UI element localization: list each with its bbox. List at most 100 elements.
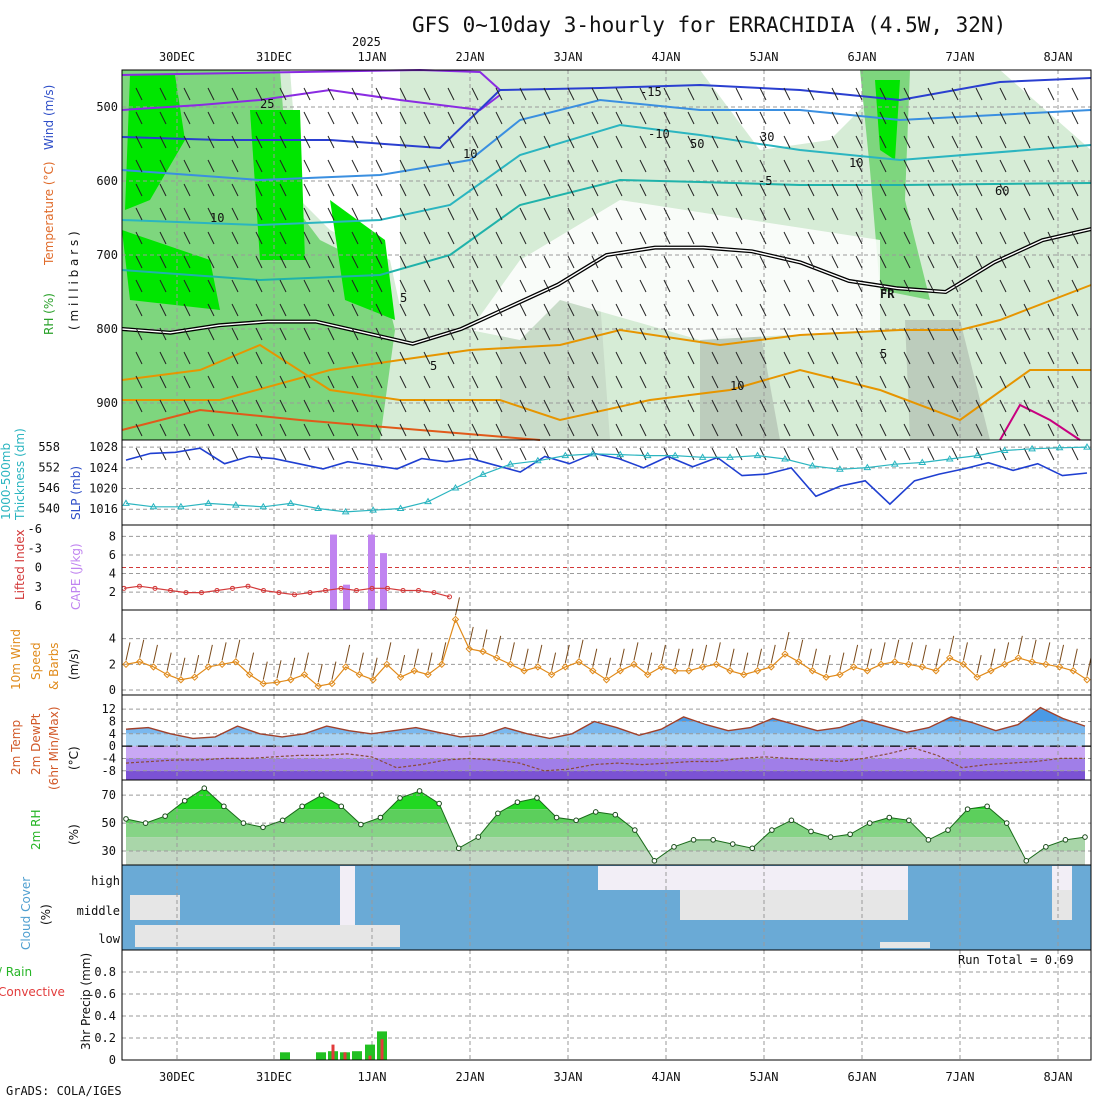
wind-barb [351, 327, 359, 341]
contour-line [121, 408, 541, 441]
wind10m-barb [523, 648, 529, 667]
wind-barb [927, 279, 935, 293]
thickness-line [125, 446, 1088, 513]
wind-barb [615, 327, 623, 341]
wind-barb [735, 87, 743, 101]
wind-barb [1023, 183, 1031, 197]
bottom-date-label: 8JAN [1044, 1070, 1073, 1084]
wind-barb [831, 135, 839, 149]
wind10m-point [259, 679, 267, 688]
wind-barb [495, 303, 503, 317]
wind-barb [423, 447, 431, 461]
wind-barb [471, 327, 479, 341]
wind-barb [1047, 231, 1055, 245]
wind-barb [807, 447, 815, 461]
wind-barb [663, 207, 671, 221]
wind-barb [543, 111, 551, 125]
wind-barb [279, 399, 287, 413]
contour-line [122, 284, 1092, 401]
rh2m-point [162, 813, 168, 819]
wind10m-point [1014, 654, 1023, 662]
wind-barb [135, 135, 143, 149]
wind-barb [759, 255, 767, 269]
wind-barb [855, 423, 863, 437]
wind-barb [855, 279, 863, 293]
thickness-point [396, 504, 405, 511]
slp-tick-label: 1028 [89, 440, 118, 454]
wind-barb [303, 279, 311, 293]
wind-barb [543, 303, 551, 317]
slp-tick-label: 1020 [89, 482, 118, 496]
pressure-tick-label: 800 [96, 322, 118, 336]
li-point [152, 585, 158, 591]
wind-barb [183, 327, 191, 341]
wind10m-barb [853, 644, 859, 664]
wind-barb [327, 231, 335, 245]
wind-barb [207, 231, 215, 245]
rh2m-point [221, 803, 227, 810]
wind-barb [543, 279, 551, 293]
wind10m-point [781, 650, 789, 658]
li-tick-label: 6 [35, 599, 42, 613]
wind-barb [639, 351, 647, 365]
wind-barb [615, 279, 623, 293]
wind-barb [831, 207, 839, 221]
wind-barb [375, 159, 383, 173]
wind-barb [567, 351, 575, 365]
wind-barb [471, 423, 479, 437]
thickness-point [177, 502, 185, 510]
wind-barb [903, 351, 911, 365]
wind10m-barb [537, 644, 543, 664]
wind-barb [207, 207, 215, 221]
lifted-index-axis-label: Lifted Index [13, 529, 27, 600]
wind-barb [711, 111, 719, 125]
precip-tick-label: 0.6 [94, 987, 116, 1001]
wind10m-barb [564, 644, 570, 664]
minmax-label: (6hr Min/Max) [47, 707, 61, 791]
wind-barb [423, 231, 431, 245]
wind-barb [927, 183, 935, 197]
wind10m-point [946, 654, 954, 662]
wind-barb [399, 135, 407, 149]
wind-barb [303, 375, 311, 389]
wind10m-barb [180, 657, 186, 676]
wind-barb [687, 135, 695, 149]
wind-barb [831, 447, 839, 461]
wind-barb [543, 351, 551, 365]
wind-barb [615, 111, 623, 125]
precip-convective-bar [343, 1052, 347, 1060]
temp-tick-label: 12 [102, 702, 116, 716]
wind10m-barb [784, 631, 790, 651]
rh-band [126, 809, 1085, 824]
wind-barb [135, 303, 143, 317]
wind10m-barb [468, 626, 474, 646]
wind10m-point [328, 679, 336, 688]
wind-barb [327, 423, 335, 437]
wind-barb [567, 255, 575, 269]
wind-barb [423, 399, 431, 413]
wind-barb [735, 423, 743, 437]
wind-barb [879, 135, 887, 149]
wind-barb [975, 183, 983, 197]
li-point [416, 587, 421, 593]
wind-barb [879, 303, 887, 317]
wind-barb [471, 375, 479, 389]
wind-barb [783, 327, 791, 341]
wind-barb [591, 423, 599, 437]
wind-barb [1047, 183, 1055, 197]
wind10m-point [1000, 660, 1009, 669]
wind10m-point [534, 663, 542, 671]
wind-barb [351, 87, 359, 101]
temperature-axis-label: Temperature (°C) [42, 161, 56, 266]
wind-barb [327, 207, 335, 221]
wind-barb [663, 447, 671, 461]
wind-barb [951, 423, 959, 437]
wind-barb [1071, 399, 1079, 413]
thickness-level-label: 1000-500mb [0, 443, 13, 520]
rh2m-point [671, 844, 677, 850]
wind-barb [207, 279, 215, 293]
wind-barb [423, 279, 431, 293]
wind-barb [495, 207, 503, 221]
thickness-point [122, 499, 130, 506]
wind-barb [927, 447, 935, 461]
